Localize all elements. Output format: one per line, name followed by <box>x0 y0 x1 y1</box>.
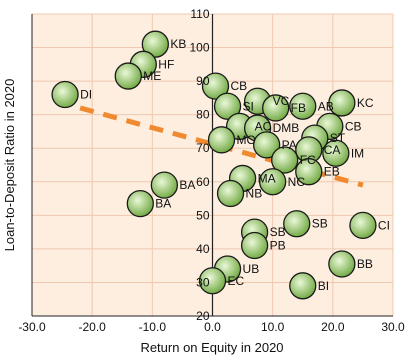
y-tick-label: 70 <box>196 141 210 155</box>
bubble-label-6: VC <box>273 94 290 108</box>
bubble-label-11: DMB <box>273 121 300 135</box>
bubble-label-24: BA <box>155 197 171 211</box>
bubble-label-20: NC <box>288 175 306 189</box>
bubble-label-17: IM <box>351 146 364 160</box>
bubble-label-7: FB <box>291 101 306 115</box>
bubble-label-25: SB <box>312 217 328 231</box>
bubble-label-23: BA <box>179 178 195 192</box>
bubble-9 <box>328 89 356 117</box>
bubble-label-10: AC <box>255 119 272 133</box>
bubble-25 <box>283 210 311 238</box>
bubble-label-5: SI <box>243 99 254 113</box>
bubble-2 <box>114 62 142 90</box>
bubble-label-16: CA <box>324 143 341 157</box>
x-tick-label: -10.0 <box>139 320 167 334</box>
y-tick-label: 110 <box>190 7 209 21</box>
x-tick-label: 0.0 <box>204 320 221 334</box>
tick-labels: -30.0 -20.0 -10.0 0.0 10.0 20.0 30.0 20 30 40 50 60… <box>18 7 405 334</box>
bubble-label-28: PB <box>270 239 286 253</box>
bubble-label-31: EC <box>228 274 245 288</box>
y-tick-label: 100 <box>189 41 209 55</box>
bubble-23 <box>150 171 179 199</box>
bubble-7 <box>262 94 290 122</box>
y-tick-label: 80 <box>196 108 210 122</box>
bubble-label-15: ST <box>330 131 346 145</box>
bubble-label-18: FC <box>300 153 316 167</box>
bubble-32 <box>289 272 317 300</box>
bubble-label-14: PA <box>282 138 297 152</box>
bubble-label-1: HF <box>158 57 174 71</box>
y-tick-label: 20 <box>196 309 210 323</box>
y-tick-label: 30 <box>196 275 210 289</box>
bubble-label-9: KC <box>357 96 374 110</box>
bubble-label-21: MA <box>258 171 276 185</box>
y-tick-label: 50 <box>196 208 210 222</box>
bubble-label-19: EB <box>324 165 340 179</box>
bubble-28 <box>240 231 269 260</box>
y-tick-label: 90 <box>196 74 210 88</box>
bubble-label-30: BB <box>357 257 373 271</box>
bubble-3 <box>51 80 79 109</box>
bubble-label-8: AB <box>318 99 334 113</box>
bubble-13 <box>207 126 236 154</box>
x-tick-label: 30.0 <box>381 320 405 334</box>
bubble-30 <box>328 250 356 278</box>
x-tick-label: -30.0 <box>18 320 46 334</box>
bubble-label-4: CB <box>231 79 248 93</box>
bubble-14 <box>252 131 281 159</box>
bubble-label-26: CI <box>378 218 390 232</box>
bubble-label-3: DI <box>80 88 92 102</box>
bubble-label-2: ME <box>143 69 161 83</box>
bubble-label-22: NB <box>246 187 263 201</box>
bubble-18 <box>271 146 299 174</box>
bubble-label-0: KB <box>170 37 186 51</box>
bubble-label-12: CB <box>345 119 362 133</box>
bubble-22 <box>216 179 245 208</box>
bubble-26 <box>349 211 377 240</box>
bubble-label-27: SB <box>270 225 286 239</box>
bubble-label-32: BI <box>318 279 329 293</box>
y-tick-label: 40 <box>196 242 210 256</box>
bubble-label-29: UB <box>243 262 260 276</box>
bubble-19 <box>295 158 323 186</box>
bubble-31 <box>198 267 227 295</box>
x-tick-label: 10.0 <box>261 320 285 334</box>
x-axis-title: Return on Equity in 2020 <box>140 340 283 355</box>
x-tick-label: 20.0 <box>321 320 345 334</box>
y-tick-label: 60 <box>196 175 210 189</box>
bubble-4 <box>201 72 230 100</box>
bubble-24 <box>126 189 154 218</box>
bubble-0 <box>141 30 169 58</box>
bubble-label-13: MO <box>237 133 256 147</box>
bubble-20 <box>259 168 287 196</box>
bubble-5 <box>213 92 242 120</box>
y-axis-title: Loan-to-Deposit Ratio in 2020 <box>2 79 17 252</box>
bubble-17 <box>322 139 350 167</box>
bubble-8 <box>289 92 317 120</box>
x-tick-label: -20.0 <box>78 320 106 334</box>
